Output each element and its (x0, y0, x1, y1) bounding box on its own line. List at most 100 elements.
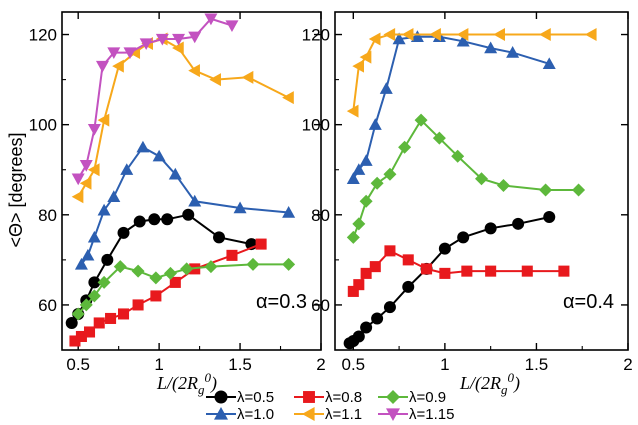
series-right-3-point-0 (346, 172, 360, 184)
series-left-1-point-2 (83, 326, 96, 338)
legend-label-0: λ=0.5 (237, 389, 274, 406)
legend-marker-point-0 (214, 390, 228, 404)
series-right-1-point-10 (521, 265, 533, 277)
x-tick-label-right-3: 2 (623, 355, 632, 374)
series-right-3-point-11 (542, 57, 556, 70)
series-left-1-point-8 (169, 276, 181, 288)
series-left-3-point-5 (120, 163, 134, 175)
series-right-0-point-5 (383, 301, 396, 314)
right-panel: 0.5 1 1.5 2 60 80 100 120 α=0.4 (302, 11, 633, 374)
series-left-5-point-2 (87, 123, 101, 136)
series-right-0-point-11 (512, 217, 525, 230)
series-left-2-point-10 (246, 257, 260, 271)
series-right-3-point-1 (352, 163, 366, 175)
series-right-4-point-1 (352, 59, 365, 73)
panel-annotation-right: α=0.4 (563, 291, 614, 313)
x-tick-label-left-0: 0.5 (66, 355, 90, 374)
series-line-right-4 (352, 33, 592, 112)
legend-label-3: λ=1.0 (237, 406, 274, 423)
y-tick-label-right-3: 120 (302, 26, 330, 45)
series-left-3 (74, 140, 296, 270)
series-right-1-point-0 (347, 285, 359, 297)
series-right-4-point-6 (429, 28, 441, 42)
series-left-1-point-0 (69, 335, 81, 347)
series-right-1-point-8 (461, 265, 473, 277)
series-left-0-point-4 (101, 253, 114, 266)
x-tick-label-left-1: 1 (154, 355, 163, 374)
series-right-2-point-6 (414, 113, 428, 127)
series-right-2-point-12 (572, 183, 586, 197)
series-left-5-point-10 (204, 13, 218, 26)
series-left-5-point-11 (225, 20, 239, 33)
series-right-4-point-7 (456, 28, 469, 42)
series-left-2-point-11 (282, 257, 296, 271)
series-right-2-point-3 (370, 176, 384, 190)
series-right-4-point-3 (368, 32, 381, 46)
series-left-2-point-5 (131, 264, 145, 278)
series-left-1 (69, 238, 267, 347)
series-left-2-point-8 (180, 262, 194, 276)
series-left-4-point-11 (241, 70, 254, 84)
series-line-right-0 (349, 216, 550, 345)
series-right-1-point-2 (360, 267, 372, 279)
series-left-3-point-6 (136, 140, 150, 153)
series-left-4-point-1 (79, 176, 92, 190)
series-left-4-point-9 (188, 64, 200, 78)
series-right-4-point-4 (383, 28, 396, 42)
series-left-2-point-0 (71, 307, 85, 321)
series-right-4-point-2 (359, 50, 372, 64)
series-left-3-point-1 (81, 248, 95, 261)
series-right-1-point-9 (485, 265, 497, 277)
series-left-4 (71, 32, 294, 204)
legend-label-1: λ=0.8 (325, 389, 362, 406)
series-left-2-point-1 (79, 298, 93, 312)
series-left-5-point-8 (172, 33, 186, 46)
series-left-4-point-12 (282, 91, 294, 105)
series-left-1-point-1 (75, 330, 87, 343)
series-line-left-4 (77, 37, 290, 198)
series-left-5-point-7 (155, 33, 169, 46)
series-left-5-point-6 (139, 38, 153, 51)
series-left-1-point-4 (105, 312, 117, 324)
series-right-1-point-1 (353, 279, 365, 291)
x-tick-label-right-1: 1 (440, 355, 449, 374)
series-left-0-point-3 (88, 276, 101, 289)
y-tick-label-left-2: 100 (29, 116, 57, 135)
series-right-3-point-2 (359, 154, 373, 166)
legend-marker-point-1 (303, 391, 315, 403)
series-left-5-point-5 (123, 47, 137, 60)
series-right-1-point-6 (421, 263, 433, 275)
y-tick-label-left-0: 60 (38, 296, 57, 315)
legend-item-0: λ=0.5 (206, 389, 274, 406)
series-left-4-point-10 (209, 73, 221, 87)
series-right-0-point-6 (402, 280, 415, 293)
series-right-1-point-11 (558, 265, 570, 277)
series-left-2-point-3 (97, 275, 111, 289)
legend-label-2: λ=0.9 (409, 389, 446, 406)
series-right-0-point-4 (371, 312, 384, 325)
series-right-2-point-1 (352, 217, 366, 231)
legend-marker-point-5 (386, 408, 400, 421)
series-right-0-point-10 (484, 222, 497, 235)
series-left-0 (65, 208, 258, 329)
series-line-left-0 (70, 213, 252, 324)
series-left-4-point-2 (87, 163, 100, 177)
plot-frame-right (334, 11, 629, 351)
series-left-0-point-9 (182, 208, 195, 221)
series-left-3-point-10 (233, 201, 247, 214)
series-left-0-point-0 (65, 316, 78, 329)
series-right-0-point-12 (543, 211, 556, 224)
series-left-2 (71, 257, 296, 321)
series-right-2-point-8 (451, 149, 465, 163)
series-left-5-point-1 (79, 160, 93, 172)
x-tick-label-left-3: 2 (316, 355, 325, 374)
series-left-3-point-3 (97, 203, 111, 216)
series-left-5-point-0 (71, 173, 85, 186)
y-tick-label-right-2: 100 (302, 116, 330, 135)
legend-item-4: λ=1.1 (294, 406, 362, 423)
x-tick-label-right-2: 1.5 (525, 355, 549, 374)
series-right-3 (346, 30, 556, 184)
legend-marker-point-3 (214, 407, 228, 420)
series-left-1-point-3 (93, 317, 105, 329)
